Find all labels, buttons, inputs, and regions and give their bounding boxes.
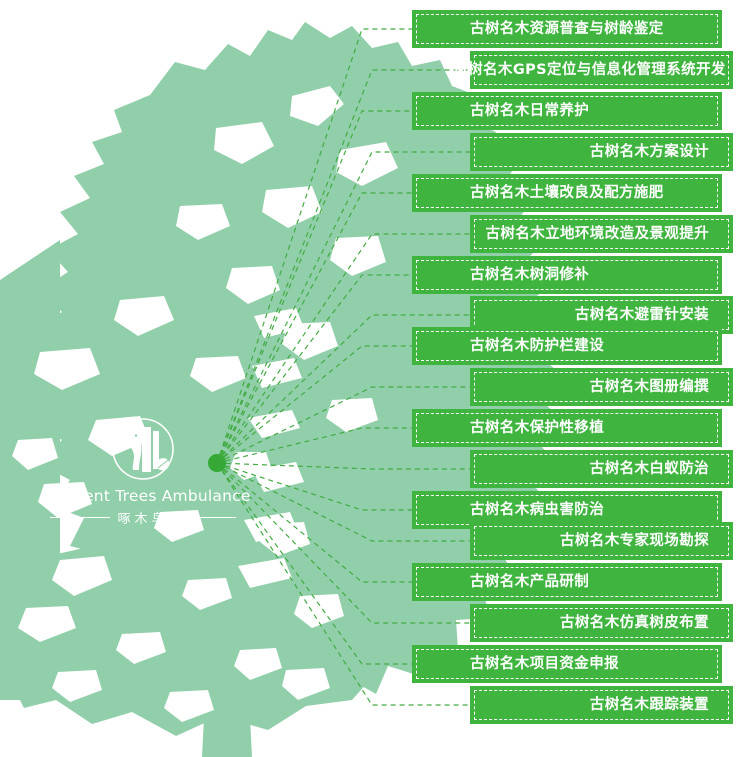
service-box-label: 古树名木防护栏建设 [470, 337, 605, 354]
service-box-label: 古树名木方案设计 [589, 143, 709, 160]
service-box[interactable]: 古树名木仿真树皮布置 [470, 604, 733, 642]
service-box[interactable]: 古树名木专家现场勘探 [470, 522, 733, 560]
service-box-label: 古树名木图册编撰 [589, 378, 709, 395]
service-box-label: 古树名木仿真树皮布置 [560, 614, 709, 631]
service-box[interactable]: 古树名木白蚁防治 [470, 450, 733, 488]
service-box[interactable]: 古树名木立地环境改造及景观提升 [470, 215, 733, 253]
service-box[interactable]: 古树名木图册编撰 [470, 368, 733, 406]
service-box[interactable]: 古树名木保护性移植 [412, 409, 722, 447]
service-box[interactable]: 古树名木项目资金申报 [412, 645, 722, 683]
service-box-label: 古树名木病虫害防治 [470, 501, 605, 518]
service-box-label: 古树名木白蚁防治 [589, 460, 709, 477]
service-box-label: 古树名木GPS定位与信息化管理系统开发 [453, 61, 726, 78]
service-box[interactable]: 古树名木方案设计 [470, 133, 733, 171]
service-box[interactable]: 古树名木GPS定位与信息化管理系统开发 [453, 51, 733, 89]
service-box-label: 古树名木产品研制 [470, 573, 590, 590]
service-box-label: 古树名木保护性移植 [470, 419, 605, 436]
service-box[interactable]: 古树名木跟踪装置 [470, 686, 733, 724]
service-box-label: 古树名木树洞修补 [470, 266, 590, 283]
service-box-label: 古树名木跟踪装置 [589, 696, 709, 713]
service-box[interactable]: 古树名木资源普查与树龄鉴定 [412, 10, 722, 48]
service-box[interactable]: 古树名木土壤改良及配方施肥 [412, 174, 722, 212]
service-box[interactable]: 古树名木日常养护 [412, 92, 722, 130]
service-box-label: 古树名木日常养护 [470, 102, 590, 119]
service-box-label: 古树名木立地环境改造及景观提升 [485, 225, 709, 242]
service-box[interactable]: 古树名木树洞修补 [412, 256, 722, 294]
service-box-label: 古树名木土壤改良及配方施肥 [470, 184, 664, 201]
service-box-label: 古树名木项目资金申报 [470, 655, 619, 672]
service-box-label: 古树名木资源普查与树龄鉴定 [470, 20, 664, 37]
service-box[interactable]: 古树名木防护栏建设 [412, 327, 722, 365]
service-box-label: 古树名木专家现场勘探 [560, 532, 709, 549]
service-box-label: 古树名木避雷针安装 [574, 306, 709, 323]
service-box[interactable]: 古树名木产品研制 [412, 563, 722, 601]
